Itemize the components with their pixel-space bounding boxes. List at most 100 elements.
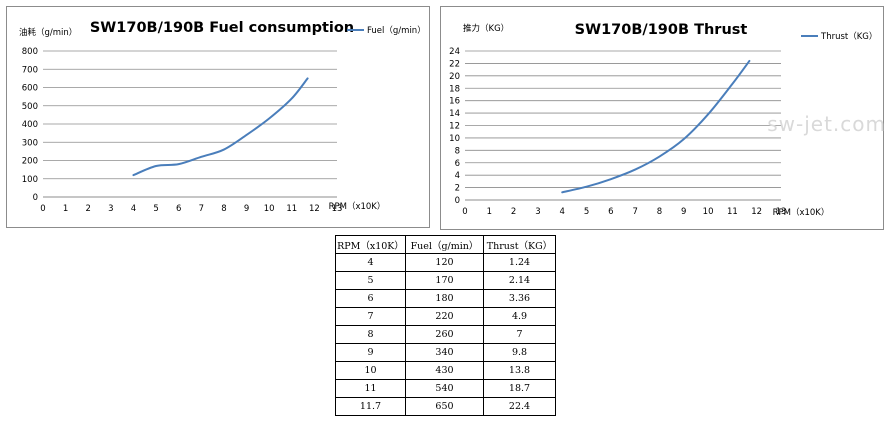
y-tick-label: 18 bbox=[449, 84, 460, 94]
table-cell: 5 bbox=[335, 271, 406, 290]
data-table: RPM（x10K） Fuel（g/min） Thrust（KG） 4 120 1.2… bbox=[335, 235, 556, 416]
table-header-cell: Fuel（g/min） bbox=[405, 235, 484, 254]
table-row: 11 540 18.7 bbox=[335, 379, 556, 398]
y-tick-label: 300 bbox=[22, 138, 38, 148]
table-cell: 4.9 bbox=[483, 307, 556, 326]
thrust-chart-panel: 0 2 4 6 8 10 12 14 16 18 20 22 24 0 1 2 3 4 5 6 7 8 9 10 11 12 13 S… bbox=[440, 6, 884, 230]
y-tick-label: 8 bbox=[455, 146, 460, 156]
table-cell: 7 bbox=[483, 325, 556, 344]
x-axis-label: RPM（x10K） bbox=[329, 201, 386, 212]
y-tick-label: 600 bbox=[22, 84, 38, 94]
y-tick-label: 22 bbox=[449, 59, 460, 69]
x-tick-label: 9 bbox=[681, 207, 686, 217]
table-cell: 9 bbox=[335, 343, 406, 362]
watermark: sw-jet.com bbox=[767, 112, 886, 136]
legend-label: Fuel（g/min） bbox=[367, 25, 426, 36]
table-row: 4 120 1.24 bbox=[335, 253, 556, 272]
table-cell: 1.24 bbox=[483, 253, 556, 272]
y-tick-label: 0 bbox=[455, 196, 460, 206]
y-tick-label: 500 bbox=[22, 102, 38, 112]
series-line bbox=[132, 77, 309, 177]
y-tick-label: 200 bbox=[22, 157, 38, 167]
x-tick-label: 6 bbox=[608, 207, 613, 217]
x-tick-label: 0 bbox=[462, 207, 467, 217]
table-body: 4 120 1.24 5 170 2.14 6 180 3.36 7 220 4.9 8 260 7 9 340… bbox=[335, 253, 556, 416]
y-axis-label: 油耗（g/min） bbox=[19, 27, 77, 38]
table-cell: 540 bbox=[405, 379, 484, 398]
y-axis-label: 推力（KG） bbox=[463, 23, 509, 34]
x-tick-label: 1 bbox=[487, 207, 492, 217]
y-tick-label: 16 bbox=[449, 97, 460, 107]
fuel-chart-panel: 0 100 200 300 400 500 600 700 800 0 1 2 3 4 5 6 7 8 9 10 11 1… bbox=[6, 6, 430, 228]
x-tick-label: 10 bbox=[264, 204, 275, 214]
x-tick-label: 8 bbox=[657, 207, 662, 217]
table-cell: 340 bbox=[405, 343, 484, 362]
x-tick-label: 11 bbox=[727, 207, 738, 217]
x-tick-label: 0 bbox=[40, 204, 45, 214]
table-cell: 180 bbox=[405, 289, 484, 308]
table-row: 10 430 13.8 bbox=[335, 361, 556, 380]
table-header-cell: Thrust（KG） bbox=[483, 235, 556, 254]
table-cell: 11 bbox=[335, 379, 406, 398]
table-row: 6 180 3.36 bbox=[335, 289, 556, 308]
x-tick-label: 13 bbox=[776, 207, 787, 217]
series-line bbox=[561, 59, 751, 194]
y-tick-label: 100 bbox=[22, 175, 38, 185]
table-cell: 8 bbox=[335, 325, 406, 344]
y-tick-label: 2 bbox=[455, 184, 460, 194]
x-tick-label: 7 bbox=[632, 207, 637, 217]
x-tick-label: 4 bbox=[560, 207, 565, 217]
chart-title: SW170B/190B Fuel consumption bbox=[90, 20, 354, 36]
table-cell: 18.7 bbox=[483, 379, 556, 398]
table-row: 9 340 9.8 bbox=[335, 343, 556, 362]
x-tick-label: 6 bbox=[176, 204, 181, 214]
table-cell: 10 bbox=[335, 361, 406, 380]
table-header-row: RPM（x10K） Fuel（g/min） Thrust（KG） bbox=[335, 235, 556, 254]
table-cell: 7 bbox=[335, 307, 406, 326]
x-tick-label: 8 bbox=[221, 204, 226, 214]
x-tick-label: 11 bbox=[286, 204, 297, 214]
x-tick-label: 3 bbox=[108, 204, 113, 214]
table-cell: 3.36 bbox=[483, 289, 556, 308]
y-tick-label: 6 bbox=[455, 159, 460, 169]
x-tick-label: 4 bbox=[131, 204, 136, 214]
y-tick-label: 700 bbox=[22, 65, 38, 75]
y-tick-label: 800 bbox=[22, 47, 38, 57]
table-row: 8 260 7 bbox=[335, 325, 556, 344]
x-tick-label: 10 bbox=[703, 207, 714, 217]
table-cell: 22.4 bbox=[483, 397, 556, 416]
y-tick-label: 14 bbox=[449, 109, 460, 119]
y-tick-label: 12 bbox=[449, 122, 460, 132]
x-tick-label: 9 bbox=[244, 204, 249, 214]
x-tick-label: 12 bbox=[751, 207, 762, 217]
table-row: 7 220 4.9 bbox=[335, 307, 556, 326]
x-axis-label: RPM（x10K） bbox=[773, 207, 830, 218]
x-tick-label: 7 bbox=[199, 204, 204, 214]
x-tick-label: 1 bbox=[63, 204, 68, 214]
y-tick-label: 0 bbox=[33, 193, 38, 203]
chart-title: SW170B/190B Thrust bbox=[575, 22, 748, 38]
table-cell: 430 bbox=[405, 361, 484, 380]
table-cell: 6 bbox=[335, 289, 406, 308]
table-header-cell: RPM（x10K） bbox=[335, 235, 406, 254]
y-tick-label: 24 bbox=[449, 47, 460, 57]
x-tick-label: 13 bbox=[332, 204, 343, 214]
y-tick-label: 400 bbox=[22, 120, 38, 130]
x-tick-label: 5 bbox=[153, 204, 158, 214]
table-row: 11.7 650 22.4 bbox=[335, 397, 556, 416]
x-tick-label: 5 bbox=[584, 207, 589, 217]
table-cell: 170 bbox=[405, 271, 484, 290]
table-cell: 9.8 bbox=[483, 343, 556, 362]
x-tick-label: 2 bbox=[86, 204, 91, 214]
table-cell: 220 bbox=[405, 307, 484, 326]
table-cell: 120 bbox=[405, 253, 484, 272]
x-tick-label: 3 bbox=[535, 207, 540, 217]
table-cell: 11.7 bbox=[335, 397, 406, 416]
legend-label: Thrust（KG） bbox=[820, 31, 877, 42]
table-cell: 2.14 bbox=[483, 271, 556, 290]
x-tick-label: 12 bbox=[309, 204, 320, 214]
y-tick-label: 10 bbox=[449, 134, 460, 144]
table-cell: 260 bbox=[405, 325, 484, 344]
